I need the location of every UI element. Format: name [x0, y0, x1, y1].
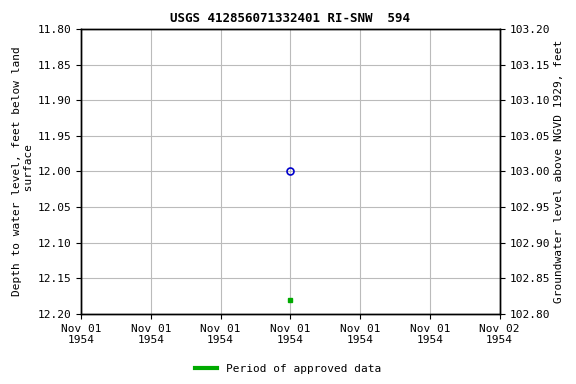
Title: USGS 412856071332401 RI-SNW  594: USGS 412856071332401 RI-SNW 594	[170, 12, 411, 25]
Y-axis label: Groundwater level above NGVD 1929, feet: Groundwater level above NGVD 1929, feet	[554, 40, 564, 303]
Legend: Period of approved data: Period of approved data	[191, 359, 385, 379]
Y-axis label: Depth to water level, feet below land
 surface: Depth to water level, feet below land su…	[12, 46, 33, 296]
